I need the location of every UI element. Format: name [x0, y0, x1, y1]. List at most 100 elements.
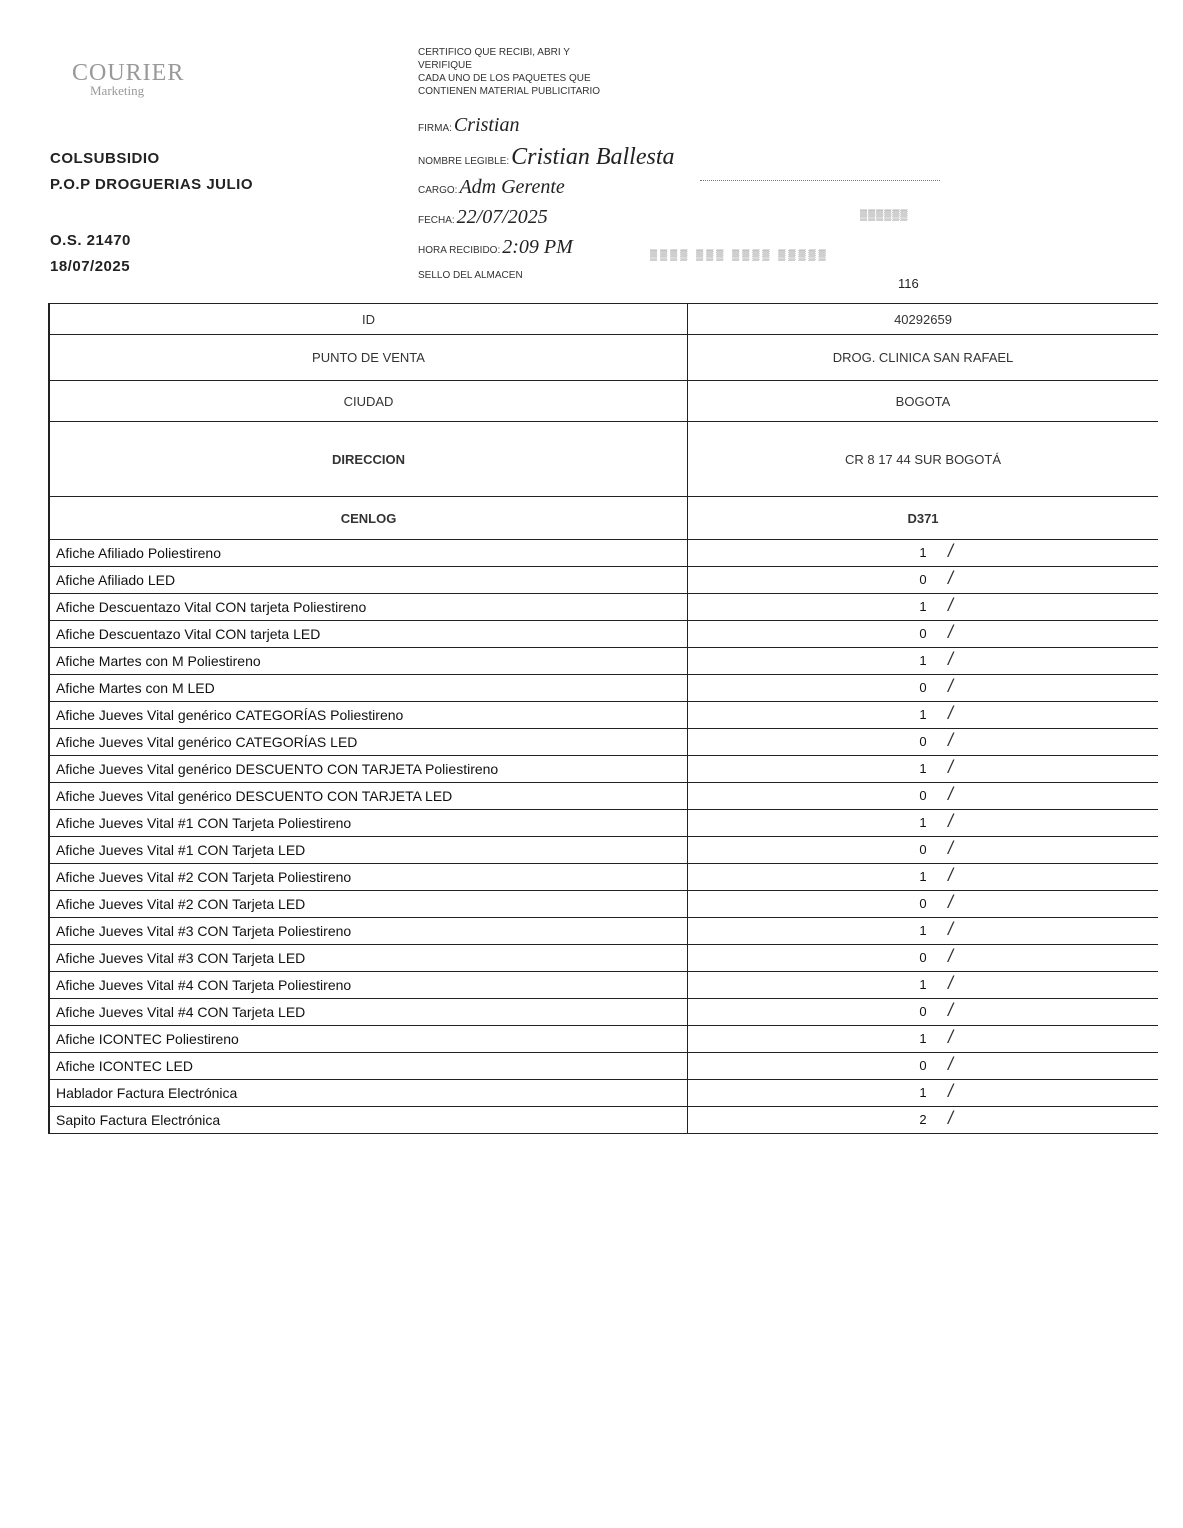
item-quantity: 0/ — [688, 621, 1158, 647]
cargo-label: CARGO: — [418, 185, 458, 196]
quantity-value: 1 — [919, 707, 927, 722]
table-row: Afiche Jueves Vital genérico DESCUENTO C… — [48, 783, 1158, 810]
fecha-label: FECHA: — [418, 215, 455, 226]
checkmark-icon: / — [948, 1108, 954, 1128]
table-row: Afiche ICONTEC LED 0/ — [48, 1053, 1158, 1080]
checkmark-icon: / — [948, 649, 954, 669]
delivery-table: ID 40292659 PUNTO DE VENTA DROG. CLINICA… — [48, 303, 1158, 1134]
hora-value: 2:09 PM — [502, 236, 573, 258]
item-name: Hablador Factura Electrónica — [48, 1080, 688, 1106]
quantity-value: 1 — [919, 869, 927, 884]
item-name: Afiche Jueves Vital genérico DESCUENTO C… — [48, 756, 688, 782]
quantity-value: 0 — [919, 626, 927, 641]
campaign-name: P.O.P DROGUERIAS JULIO — [50, 176, 253, 193]
item-quantity: 1/ — [688, 540, 1158, 566]
quantity-value: 0 — [919, 950, 927, 965]
item-quantity: 1/ — [688, 972, 1158, 998]
table-row: Afiche Jueves Vital genérico DESCUENTO C… — [48, 756, 1158, 783]
table-row-cenlog: CENLOG D371 — [48, 497, 1158, 540]
table-row: Afiche ICONTEC Poliestireno 1/ — [48, 1026, 1158, 1053]
checkmark-icon: / — [948, 1000, 954, 1020]
row-label: CENLOG — [48, 497, 688, 539]
item-name: Afiche Jueves Vital genérico DESCUENTO C… — [48, 783, 688, 809]
checkmark-icon: / — [948, 1054, 954, 1074]
table-row: Afiche Descuentazo Vital CON tarjeta LED… — [48, 621, 1158, 648]
checkmark-icon: / — [948, 811, 954, 831]
page-number: 116 — [898, 276, 919, 291]
item-name: Afiche ICONTEC Poliestireno — [48, 1026, 688, 1052]
quantity-value: 1 — [919, 923, 927, 938]
table-row-id: ID 40292659 — [48, 304, 1158, 335]
item-name: Afiche Descuentazo Vital CON tarjeta LED — [48, 621, 688, 647]
item-quantity: 0/ — [688, 999, 1158, 1025]
cert-line: CONTIENEN MATERIAL PUBLICITARIO — [418, 86, 601, 97]
stamp-mark: ▒▒▒▒▒▒ — [860, 210, 909, 221]
fecha-value: 22/07/2025 — [456, 206, 548, 228]
table-row: Afiche Jueves Vital #1 CON Tarjeta LED 0/ — [48, 837, 1158, 864]
hora-field: HORA RECIBIDO: 2:09 PM — [418, 236, 573, 259]
item-name: Afiche Jueves Vital #2 CON Tarjeta Polie… — [48, 864, 688, 890]
quantity-value: 1 — [919, 1085, 927, 1100]
quantity-value: 0 — [919, 734, 927, 749]
checkmark-icon: / — [948, 703, 954, 723]
item-quantity: 1/ — [688, 918, 1158, 944]
item-quantity: 1/ — [688, 756, 1158, 782]
item-name: Afiche Jueves Vital genérico CATEGORÍAS … — [48, 702, 688, 728]
logo-subtext: Marketing — [90, 83, 145, 98]
checkmark-icon: / — [948, 865, 954, 885]
item-name: Afiche Jueves Vital #1 CON Tarjeta LED — [48, 837, 688, 863]
checkmark-icon: / — [948, 568, 954, 588]
quantity-value: 2 — [919, 1112, 927, 1127]
nombre-label: NOMBRE LEGIBLE: — [418, 156, 510, 167]
item-quantity: 1/ — [688, 594, 1158, 620]
item-name: Afiche Afiliado Poliestireno — [48, 540, 688, 566]
divider — [700, 180, 940, 181]
certification-text: CERTIFICO QUE RECIBI, ABRI Y VERIFIQUE C… — [418, 46, 678, 98]
cert-line: CADA UNO DE LOS PAQUETES QUE — [418, 73, 591, 84]
checkmark-icon: / — [948, 595, 954, 615]
table-row: Afiche Martes con M LED 0/ — [48, 675, 1158, 702]
cert-line: CERTIFICO QUE RECIBI, ABRI Y — [418, 47, 570, 58]
quantity-value: 1 — [919, 545, 927, 560]
quantity-value: 0 — [919, 1004, 927, 1019]
item-quantity: 0/ — [688, 675, 1158, 701]
quantity-value: 0 — [919, 1058, 927, 1073]
table-row: Afiche Afiliado Poliestireno 1/ — [48, 540, 1158, 567]
checkmark-icon: / — [948, 919, 954, 939]
row-label: PUNTO DE VENTA — [48, 335, 688, 380]
row-value: DROG. CLINICA SAN RAFAEL — [832, 350, 1014, 365]
item-name: Afiche Jueves Vital #2 CON Tarjeta LED — [48, 891, 688, 917]
item-name: Afiche Descuentazo Vital CON tarjeta Pol… — [48, 594, 688, 620]
quantity-value: 1 — [919, 977, 927, 992]
checkmark-icon: / — [948, 784, 954, 804]
item-quantity: 0/ — [688, 567, 1158, 593]
table-row: Afiche Martes con M Poliestireno 1/ — [48, 648, 1158, 675]
item-quantity: 1/ — [688, 1026, 1158, 1052]
fecha-field: FECHA: 22/07/2025 — [418, 206, 548, 229]
checkmark-icon: / — [948, 973, 954, 993]
quantity-value: 0 — [919, 788, 927, 803]
table-row: Afiche Descuentazo Vital CON tarjeta Pol… — [48, 594, 1158, 621]
item-name: Afiche Jueves Vital #1 CON Tarjeta Polie… — [48, 810, 688, 836]
checkmark-icon: / — [948, 892, 954, 912]
item-quantity: 0/ — [688, 837, 1158, 863]
quantity-value: 1 — [919, 815, 927, 830]
row-label: ID — [48, 304, 688, 334]
sello-label: SELLO DEL ALMACEN — [418, 270, 523, 281]
stamp-mark: ▒▒▒▒ ▒▒▒ ▒▒▒▒ ▒▒▒▒▒ — [650, 250, 829, 261]
item-quantity: 0/ — [688, 729, 1158, 755]
row-label: CIUDAD — [48, 381, 688, 421]
checkmark-icon: / — [948, 1081, 954, 1101]
table-row: Afiche Jueves Vital #3 CON Tarjeta Polie… — [48, 918, 1158, 945]
item-name: Afiche ICONTEC LED — [48, 1053, 688, 1079]
table-row-ciudad: CIUDAD BOGOTA — [48, 381, 1158, 422]
order-date: 18/07/2025 — [50, 258, 131, 275]
client-name: COLSUBSIDIO — [50, 150, 160, 167]
hora-label: HORA RECIBIDO: — [418, 245, 501, 256]
item-name: Afiche Jueves Vital #3 CON Tarjeta Polie… — [48, 918, 688, 944]
item-quantity: 0/ — [688, 1053, 1158, 1079]
nombre-field: NOMBRE LEGIBLE:Cristian Ballesta — [418, 144, 675, 171]
checkmark-icon: / — [948, 946, 954, 966]
quantity-value: 1 — [919, 653, 927, 668]
table-row: Afiche Jueves Vital #2 CON Tarjeta LED 0/ — [48, 891, 1158, 918]
